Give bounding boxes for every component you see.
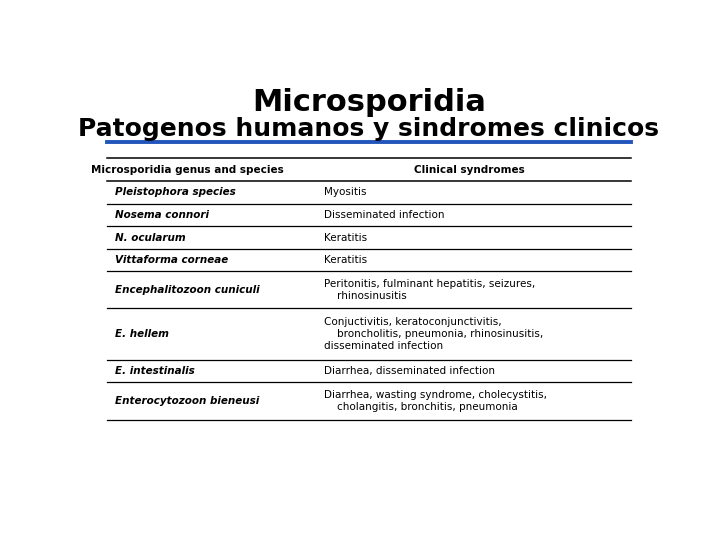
- Text: Pleistophora species: Pleistophora species: [115, 187, 236, 198]
- Text: Enterocytozoon bieneusi: Enterocytozoon bieneusi: [115, 396, 259, 406]
- Text: Patogenos humanos y sindromes clinicos: Patogenos humanos y sindromes clinicos: [78, 117, 660, 141]
- Text: Keratitis: Keratitis: [324, 255, 367, 265]
- Text: Microsporidia genus and species: Microsporidia genus and species: [91, 165, 284, 175]
- Text: E. intestinalis: E. intestinalis: [115, 366, 195, 376]
- Text: E. hellem: E. hellem: [115, 329, 169, 339]
- Text: Myositis: Myositis: [324, 187, 367, 198]
- Text: Keratitis: Keratitis: [324, 233, 367, 242]
- Text: Diarrhea, disseminated infection: Diarrhea, disseminated infection: [324, 366, 495, 376]
- Text: Microsporidia: Microsporidia: [252, 87, 486, 117]
- Text: N. ocularum: N. ocularum: [115, 233, 186, 242]
- Text: Conjuctivitis, keratoconjunctivitis,
    broncholitis, pneumonia, rhinosinusitis: Conjuctivitis, keratoconjunctivitis, bro…: [324, 317, 544, 351]
- Text: Encephalitozoon cuniculi: Encephalitozoon cuniculi: [115, 285, 260, 295]
- Text: Peritonitis, fulminant hepatitis, seizures,
    rhinosinusitis: Peritonitis, fulminant hepatitis, seizur…: [324, 279, 536, 301]
- Text: Vittaforma corneae: Vittaforma corneae: [115, 255, 228, 265]
- Text: Clinical syndromes: Clinical syndromes: [414, 165, 525, 175]
- Text: Disseminated infection: Disseminated infection: [324, 210, 445, 220]
- Text: Nosema connori: Nosema connori: [115, 210, 209, 220]
- Text: Diarrhea, wasting syndrome, cholecystitis,
    cholangitis, bronchitis, pneumoni: Diarrhea, wasting syndrome, cholecystiti…: [324, 390, 547, 412]
